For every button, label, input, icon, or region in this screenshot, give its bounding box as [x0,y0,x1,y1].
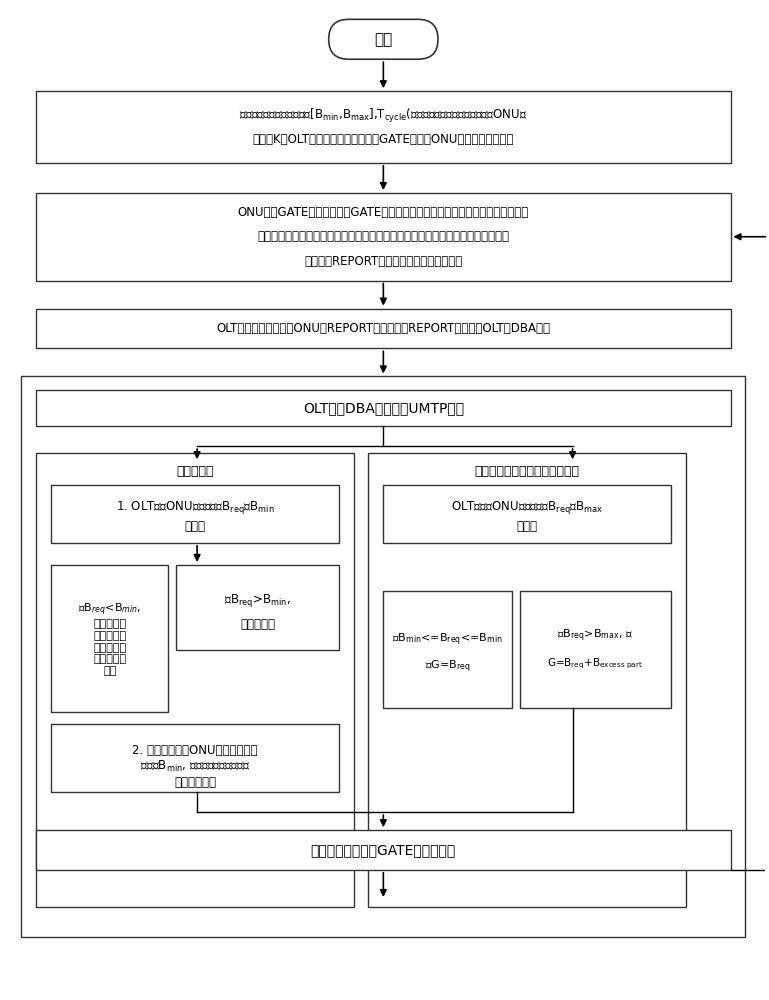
Text: OLT判断该ONU的带宽请求$\mathregular{B_{req}}$与$\mathregular{B_{max}}$: OLT判断该ONU的带宽请求$\mathregular{B_{req}}$与$\… [451,499,603,516]
Text: 器，同时利用其中的时间截更新本地时钟，传输时间到来时，无竞争发送数据，结: 器，同时利用其中的时间截更新本地时钟，传输时间到来时，无竞争发送数据，结 [258,230,509,243]
Text: 则G=$\mathregular{B_{req}}$: 则G=$\mathregular{B_{req}}$ [424,659,471,675]
Text: 2. 如果一个周期ONU的带宽请求和: 2. 如果一个周期ONU的带宽请求和 [132,744,258,757]
Text: 若B$_{req}$<B$_{min}$,
则放弃发送
授权，将其
请求带宽添
加到下一个
线程: 若B$_{req}$<B$_{min}$, 则放弃发送 授权，将其 请求带宽添 … [78,601,141,676]
FancyBboxPatch shape [36,91,731,163]
Text: 将分配结果封装成GATE消息并广播: 将分配结果封装成GATE消息并广播 [311,843,456,857]
Text: 若$\mathregular{B_{req}}$>$\mathregular{B_{min}}$,: 若$\mathregular{B_{req}}$>$\mathregular{B… [225,592,291,609]
Text: 仍小于$\mathregular{B_{min}}$, 则在最后一个线程发送: 仍小于$\mathregular{B_{min}}$, 则在最后一个线程发送 [140,759,250,774]
FancyBboxPatch shape [176,565,339,650]
Text: 一个授权信息: 一个授权信息 [174,776,216,789]
Text: ONU收到GATE信息后，根据GATE中的授权信息配置传输开始时间和传输长度寄存: ONU收到GATE信息后，根据GATE中的授权信息配置传输开始时间和传输长度寄存 [238,206,529,219]
Text: 则给其授权: 则给其授权 [240,618,275,631]
Text: 1. OLT判断ONU的带宽请求$\mathregular{B_{req}}$与$\mathregular{B_{min}}$: 1. OLT判断ONU的带宽请求$\mathregular{B_{req}}$与… [115,499,275,516]
FancyBboxPatch shape [51,485,339,543]
Text: OLT中的DBA模块执行UMTP算法: OLT中的DBA模块执行UMTP算法 [303,401,464,415]
FancyBboxPatch shape [36,309,731,348]
Text: 若$\mathregular{B_{req}}$>$\mathregular{B_{max}}$, 则: 若$\mathregular{B_{req}}$>$\mathregular{B… [558,627,634,644]
FancyBboxPatch shape [36,193,731,281]
FancyBboxPatch shape [36,453,354,907]
FancyBboxPatch shape [51,724,339,792]
FancyBboxPatch shape [383,485,671,543]
Text: 的关系: 的关系 [185,520,205,533]
FancyBboxPatch shape [368,453,686,907]
Text: 若$\mathregular{B_{min}}$<=$\mathregular{B_{req}}$<=$\mathregular{B_{min}}$: 若$\mathregular{B_{min}}$<=$\mathregular{… [392,632,503,648]
FancyBboxPatch shape [328,19,438,59]
FancyBboxPatch shape [51,565,168,712]
Text: 线程数K，OLT根据得到的线程数发送GATE消息给ONU，建立多线程系统: 线程数K，OLT根据得到的线程数发送GATE消息给ONU，建立多线程系统 [253,133,514,146]
FancyBboxPatch shape [36,390,731,426]
Text: 开始: 开始 [375,32,392,47]
Text: 线程的分配: 线程的分配 [176,465,214,478]
Text: 初始化：设定判断传输带宽[$\mathregular{B_{min}}$,$\mathregular{B_{max}}$],$\mathregular{T_{c: 初始化：设定判断传输带宽[$\mathregular{B_{min}}$,$\m… [239,107,528,125]
Text: OLT收到一个线程所有ONU的REPORT信息后，将REPORT信息传给OLT的DBA模块: OLT收到一个线程所有ONU的REPORT信息后，将REPORT信息传给OLT的… [216,322,551,335]
FancyBboxPatch shape [383,591,512,708]
Text: G=$\mathregular{B_{req}}$+$\mathregular{B_{excess\ part}}$: G=$\mathregular{B_{req}}$+$\mathregular{… [548,657,644,671]
Text: 动态带宽分配（剩余带宽分配）: 动态带宽分配（剩余带宽分配） [474,465,579,478]
FancyBboxPatch shape [36,830,731,870]
FancyBboxPatch shape [22,376,745,937]
Text: 束后发送REPORT信息，报告当前的带宽需求: 束后发送REPORT信息，报告当前的带宽需求 [305,255,462,268]
FancyBboxPatch shape [520,591,671,708]
Text: 的关系: 的关系 [516,520,538,533]
